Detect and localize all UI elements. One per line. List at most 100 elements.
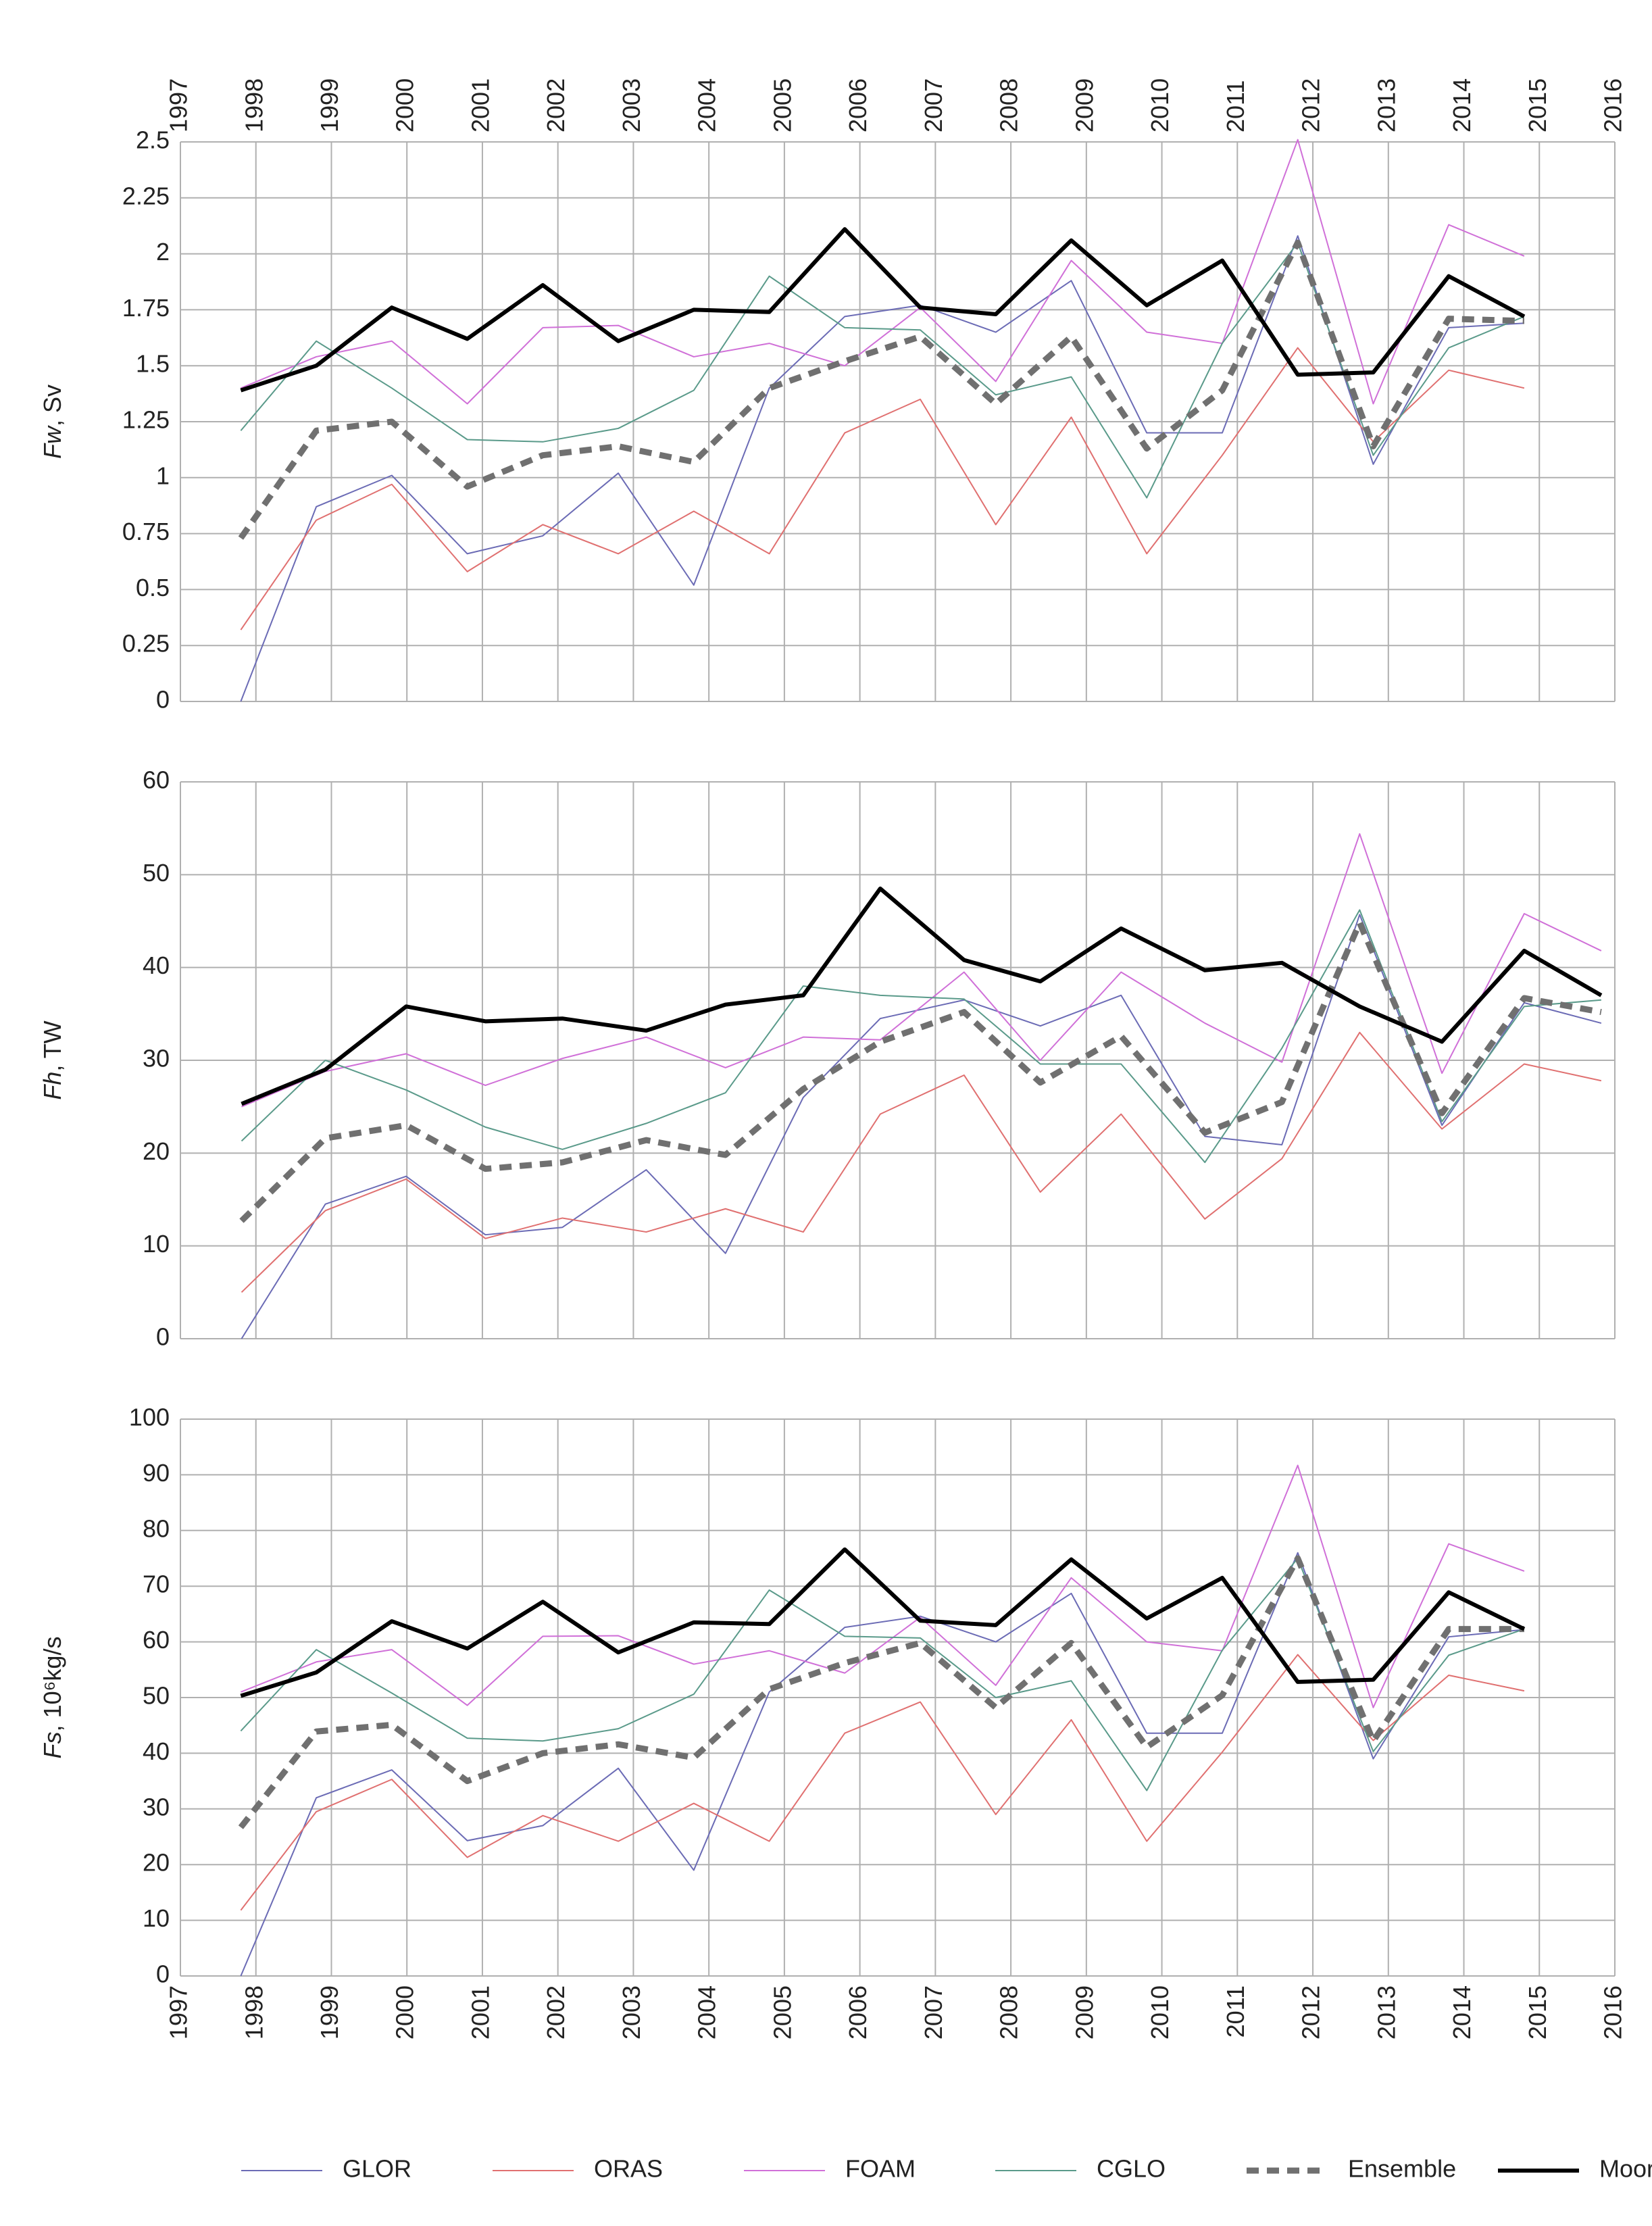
x-tick-label: 2013: [1372, 78, 1400, 132]
x-tick-label: 2009: [1070, 78, 1098, 132]
series-line: [240, 235, 1524, 702]
legend-label: Mooring: [1599, 2155, 1652, 2183]
y-tick-label: 0.5: [136, 574, 170, 601]
series-line: [240, 1547, 1526, 1698]
x-tick-label: 2005: [768, 78, 796, 132]
series-line: [241, 909, 1601, 1164]
y-tick-label: 90: [143, 1459, 170, 1487]
series-line: [240, 347, 1525, 630]
x-tick-label: 2010: [1146, 1985, 1174, 2039]
legend-label: CGLO: [1097, 2155, 1166, 2183]
x-tick-label: 2012: [1297, 78, 1325, 132]
x-tick-label: 1999: [316, 1985, 343, 2039]
x-tick-label: 1997: [165, 78, 193, 132]
y-axis-label: Fh, TW: [39, 1020, 66, 1099]
y-axis-label: Fs, 10⁶kg/s: [39, 1637, 66, 1759]
y-tick-label: 0: [156, 1323, 170, 1351]
y-tick-label: 60: [143, 766, 170, 794]
y-tick-label: 60: [143, 1626, 170, 1654]
y-tick-label: 80: [143, 1514, 170, 1542]
y-tick-label: 1: [156, 462, 170, 489]
y-tick-label: 2: [156, 238, 170, 266]
x-tick-label: 2016: [1599, 1985, 1627, 2039]
x-tick-label: 2003: [618, 78, 645, 132]
y-tick-label: 20: [143, 1137, 170, 1165]
x-tick-label: 2015: [1524, 78, 1551, 132]
x-tick-label: 1999: [316, 78, 343, 132]
x-tick-label: 2001: [466, 78, 494, 132]
series-line: [239, 920, 1602, 1223]
x-tick-label: 2012: [1297, 1985, 1325, 2039]
y-axis-label-part: Fs: [39, 1731, 66, 1758]
x-tick-label: 2015: [1524, 1985, 1551, 2039]
x-tick-label: 1998: [240, 78, 268, 132]
y-tick-label: 10: [143, 1904, 170, 1932]
x-tick-label: 2011: [1222, 1985, 1249, 2037]
series-line: [241, 833, 1602, 1108]
x-tick-label: 2001: [466, 1985, 494, 2039]
x-tick-label: 2003: [618, 1985, 645, 2039]
x-tick-label: 2014: [1448, 1985, 1476, 2039]
x-tick-label: 2002: [542, 1985, 570, 2039]
y-axis-label-part: , 10⁶kg/s: [39, 1637, 66, 1732]
y-tick-label: 1.5: [136, 350, 170, 378]
y-tick-label: 30: [143, 1793, 170, 1821]
y-tick-label: 0.75: [122, 518, 170, 545]
x-tick-label: 2009: [1070, 1985, 1098, 2039]
legend-label: ORAS: [594, 2155, 663, 2183]
series-line: [241, 1031, 1602, 1293]
series-line: [241, 139, 1525, 405]
series-line: [238, 239, 1525, 540]
series-line: [241, 886, 1603, 1106]
y-tick-label: 50: [143, 1682, 170, 1710]
series-line: [240, 1654, 1525, 1911]
legend-label: Ensemble: [1348, 2155, 1456, 2183]
series-line: [241, 1464, 1525, 1708]
y-tick-label: 0: [156, 1960, 170, 1988]
series-line: [241, 914, 1602, 1339]
x-tick-label: 2002: [542, 78, 570, 132]
y-tick-label: 2.5: [136, 126, 170, 154]
x-tick-label: 2005: [768, 1985, 796, 2039]
y-tick-label: 1.25: [122, 406, 170, 434]
y-tick-label: 70: [143, 1570, 170, 1598]
x-tick-label: 2004: [693, 1985, 721, 2039]
y-axis-label-part: Fh: [39, 1072, 66, 1100]
legend-label: FOAM: [845, 2155, 916, 2183]
series-line: [240, 1558, 1525, 1791]
y-axis-label-part: , TW: [39, 1020, 66, 1071]
y-tick-label: 10: [143, 1230, 170, 1258]
x-tick-label: 2008: [995, 1985, 1023, 2039]
x-tick-label: 2007: [920, 1985, 947, 2039]
x-tick-label: 2007: [920, 78, 947, 132]
series-line: [240, 242, 1525, 499]
x-tick-label: 2010: [1146, 78, 1174, 132]
x-tick-label: 2011: [1222, 80, 1249, 132]
y-tick-label: 1.75: [122, 294, 170, 322]
x-tick-label: 2006: [844, 78, 872, 132]
series-line: [240, 227, 1526, 393]
x-tick-label: 2004: [693, 78, 721, 132]
x-tick-label: 2006: [844, 1985, 872, 2039]
series-line: [240, 1552, 1525, 1977]
legend-label: GLOR: [343, 2155, 411, 2183]
y-axis-label: Fw, Sv: [39, 385, 66, 459]
x-tick-label: 1998: [240, 1985, 268, 2039]
y-tick-label: 100: [129, 1404, 170, 1431]
y-tick-label: 0: [156, 686, 170, 714]
x-tick-label: 2008: [995, 78, 1023, 132]
y-tick-label: 30: [143, 1045, 170, 1072]
x-tick-label: 2000: [391, 1985, 419, 2039]
x-tick-label: 2013: [1372, 1985, 1400, 2039]
y-axis-label-part: Fw: [39, 425, 66, 459]
x-tick-label: 2014: [1448, 78, 1476, 132]
y-tick-label: 2.25: [122, 182, 170, 209]
y-tick-label: 50: [143, 859, 170, 887]
x-tick-label: 1997: [165, 1985, 193, 2039]
y-tick-label: 40: [143, 1737, 170, 1765]
y-tick-label: 40: [143, 951, 170, 979]
y-tick-label: 0.25: [122, 630, 170, 658]
y-tick-label: 20: [143, 1849, 170, 1877]
x-tick-label: 2016: [1599, 78, 1627, 132]
